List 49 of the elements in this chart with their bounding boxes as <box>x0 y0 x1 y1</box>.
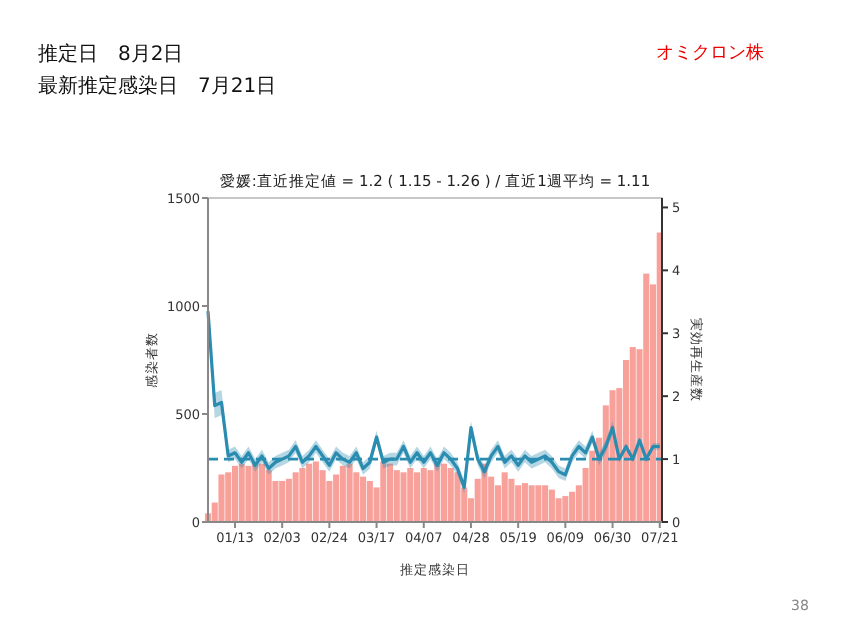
bar <box>643 273 650 522</box>
bar <box>245 465 252 522</box>
bar <box>542 485 549 522</box>
text: 最新推定感染日 7月21日 <box>38 74 277 98</box>
bar <box>252 461 259 522</box>
bar <box>400 472 407 522</box>
bar <box>333 474 340 522</box>
bar <box>629 347 636 522</box>
bar <box>285 478 292 522</box>
bar <box>279 480 286 522</box>
bar <box>535 485 542 522</box>
bar <box>501 472 508 522</box>
bar <box>265 470 272 522</box>
bar <box>569 491 576 522</box>
bar <box>508 478 515 522</box>
bar <box>299 468 306 522</box>
bar <box>393 470 400 522</box>
bar <box>454 472 461 522</box>
bar <box>380 461 387 522</box>
bar <box>360 476 367 522</box>
text: オミクロン株 <box>656 42 764 64</box>
bar <box>366 480 373 522</box>
bar <box>562 496 569 522</box>
bar <box>292 472 299 522</box>
bar <box>413 472 421 522</box>
bar <box>420 468 427 522</box>
bar <box>407 468 414 522</box>
bar <box>218 474 225 522</box>
bar <box>440 463 448 522</box>
bar <box>306 463 313 522</box>
bar <box>387 463 394 522</box>
bar <box>515 485 522 522</box>
bar <box>238 463 245 522</box>
bar <box>312 461 319 522</box>
bar <box>434 461 441 522</box>
bar <box>353 472 360 522</box>
bar <box>521 483 528 522</box>
bar <box>555 498 562 522</box>
bar <box>319 470 326 522</box>
bar <box>447 468 454 522</box>
bar <box>225 472 232 522</box>
bar <box>346 463 353 522</box>
bar <box>231 465 238 522</box>
bar <box>339 465 346 522</box>
bar <box>528 485 535 522</box>
bar <box>548 489 555 522</box>
text: 推定日 8月2日 <box>38 42 184 66</box>
bar <box>427 470 434 522</box>
bar <box>258 463 265 522</box>
